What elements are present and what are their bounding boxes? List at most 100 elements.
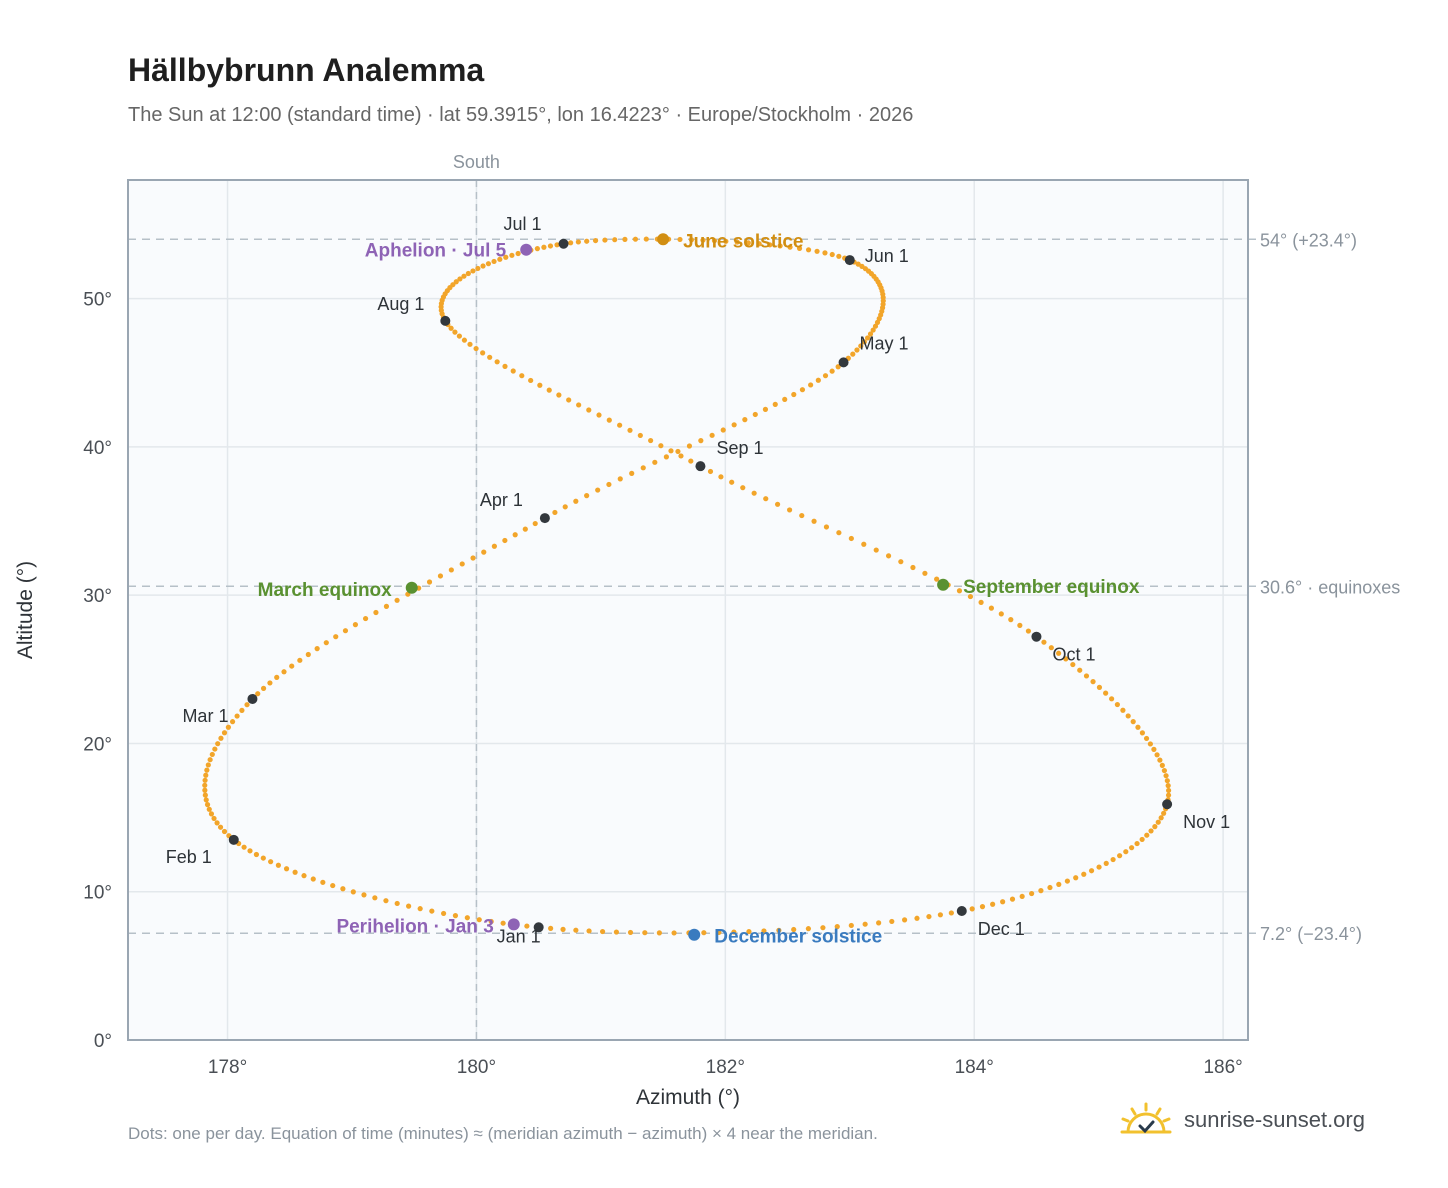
- daily-point: [204, 802, 211, 808]
- daily-point: [470, 555, 476, 561]
- daily-point: [289, 663, 295, 669]
- daily-point: [772, 401, 778, 407]
- daily-point: [876, 920, 882, 926]
- daily-point: [688, 237, 695, 243]
- daily-point: [629, 470, 635, 476]
- daily-point: [791, 391, 797, 398]
- daily-point: [1056, 650, 1062, 656]
- daily-point: [575, 239, 581, 245]
- daily-point: [214, 820, 220, 826]
- daily-point: [1073, 875, 1079, 881]
- daily-point: [573, 927, 579, 933]
- labels-layer: 178° 180° 182° 184° 186° 0° 10° 20° 30° 40° 50° Sou…: [14, 152, 1400, 1109]
- daily-point: [1120, 707, 1126, 713]
- daily-point: [333, 634, 339, 640]
- chart-subtitle: The Sun at 12:00 (standard time) · lat 5…: [128, 104, 914, 126]
- daily-point: [519, 373, 525, 379]
- daily-point: [937, 912, 943, 918]
- y-tick-label: 0°: [94, 1031, 112, 1052]
- daily-point: [700, 237, 706, 243]
- daily-point: [988, 605, 994, 611]
- daily-point: [910, 564, 916, 571]
- month-marker-label: Jul 1: [504, 214, 542, 234]
- daily-point: [848, 535, 854, 542]
- daily-point: [934, 576, 940, 582]
- daily-point: [762, 406, 769, 412]
- daily-point: [1143, 735, 1150, 742]
- daily-point: [914, 915, 920, 921]
- x-tick-label: 184°: [955, 1057, 994, 1078]
- daily-point: [1088, 868, 1095, 874]
- daily-point: [253, 851, 260, 858]
- daily-point: [373, 609, 379, 616]
- month-marker: [247, 693, 258, 704]
- daily-point: [205, 762, 211, 768]
- daily-point: [1154, 752, 1160, 758]
- daily-point: [292, 869, 298, 875]
- daily-point: [774, 501, 781, 507]
- daily-point: [701, 930, 707, 936]
- daily-point: [584, 238, 590, 244]
- daily-point: [901, 917, 908, 923]
- daily-point: [239, 707, 245, 713]
- daily-point: [426, 579, 433, 585]
- daily-point: [656, 930, 662, 936]
- daily-point: [627, 427, 633, 433]
- daily-point: [922, 570, 928, 576]
- month-marker: [558, 238, 569, 249]
- daily-point: [556, 392, 562, 398]
- daily-point: [437, 573, 444, 579]
- daily-point: [677, 236, 683, 243]
- daily-point: [350, 889, 356, 895]
- daily-point: [1096, 684, 1103, 690]
- daily-point: [617, 476, 623, 482]
- daily-point: [752, 411, 758, 418]
- daily-point: [465, 270, 471, 277]
- daily-point: [212, 746, 218, 752]
- daily-point: [267, 680, 273, 686]
- daily-point: [867, 331, 874, 337]
- daily-point: [459, 561, 465, 567]
- daily-point: [740, 485, 746, 491]
- daily-point: [1019, 893, 1025, 900]
- daily-point: [782, 396, 788, 403]
- daily-point: [1163, 773, 1169, 779]
- brand[interactable]: sunrise-sunset.org: [1120, 1102, 1365, 1138]
- daily-point: [763, 496, 769, 502]
- daily-point: [829, 251, 835, 258]
- daily-point: [786, 507, 793, 513]
- daily-point: [836, 530, 842, 536]
- daily-point: [586, 407, 592, 413]
- daily-point: [586, 928, 592, 934]
- daily-point: [480, 263, 486, 269]
- daily-point: [1161, 810, 1167, 816]
- daily-point: [452, 913, 459, 919]
- daily-point: [978, 599, 984, 605]
- daily-point: [406, 903, 412, 909]
- daily-point: [552, 509, 558, 516]
- sun-check-icon: [1120, 1102, 1172, 1134]
- daily-point: [546, 387, 552, 393]
- daily-point: [362, 615, 369, 622]
- daily-point: [1165, 783, 1171, 789]
- month-marker-label: Sep 1: [716, 438, 763, 458]
- daily-point: [805, 926, 811, 932]
- daily-point: [761, 928, 767, 934]
- daily-point: [1077, 667, 1083, 673]
- daily-point: [566, 397, 572, 403]
- daily-point: [658, 443, 664, 449]
- daily-point: [394, 597, 400, 603]
- daily-point: [464, 915, 470, 921]
- daily-point: [247, 848, 253, 854]
- daily-point: [323, 640, 329, 646]
- daily-point: [340, 886, 346, 892]
- plot-area: [128, 180, 1248, 1040]
- x-axis-title: Azimuth (°): [636, 1086, 740, 1109]
- footnote: Dots: one per day. Equation of time (min…: [128, 1124, 878, 1143]
- month-marker-label: Jun 1: [865, 246, 909, 266]
- month-marker: [440, 315, 451, 326]
- daily-point: [742, 417, 748, 423]
- chart-title: Hällbybrunn Analemma: [128, 52, 485, 88]
- daily-point: [352, 622, 359, 628]
- daily-point: [524, 923, 530, 929]
